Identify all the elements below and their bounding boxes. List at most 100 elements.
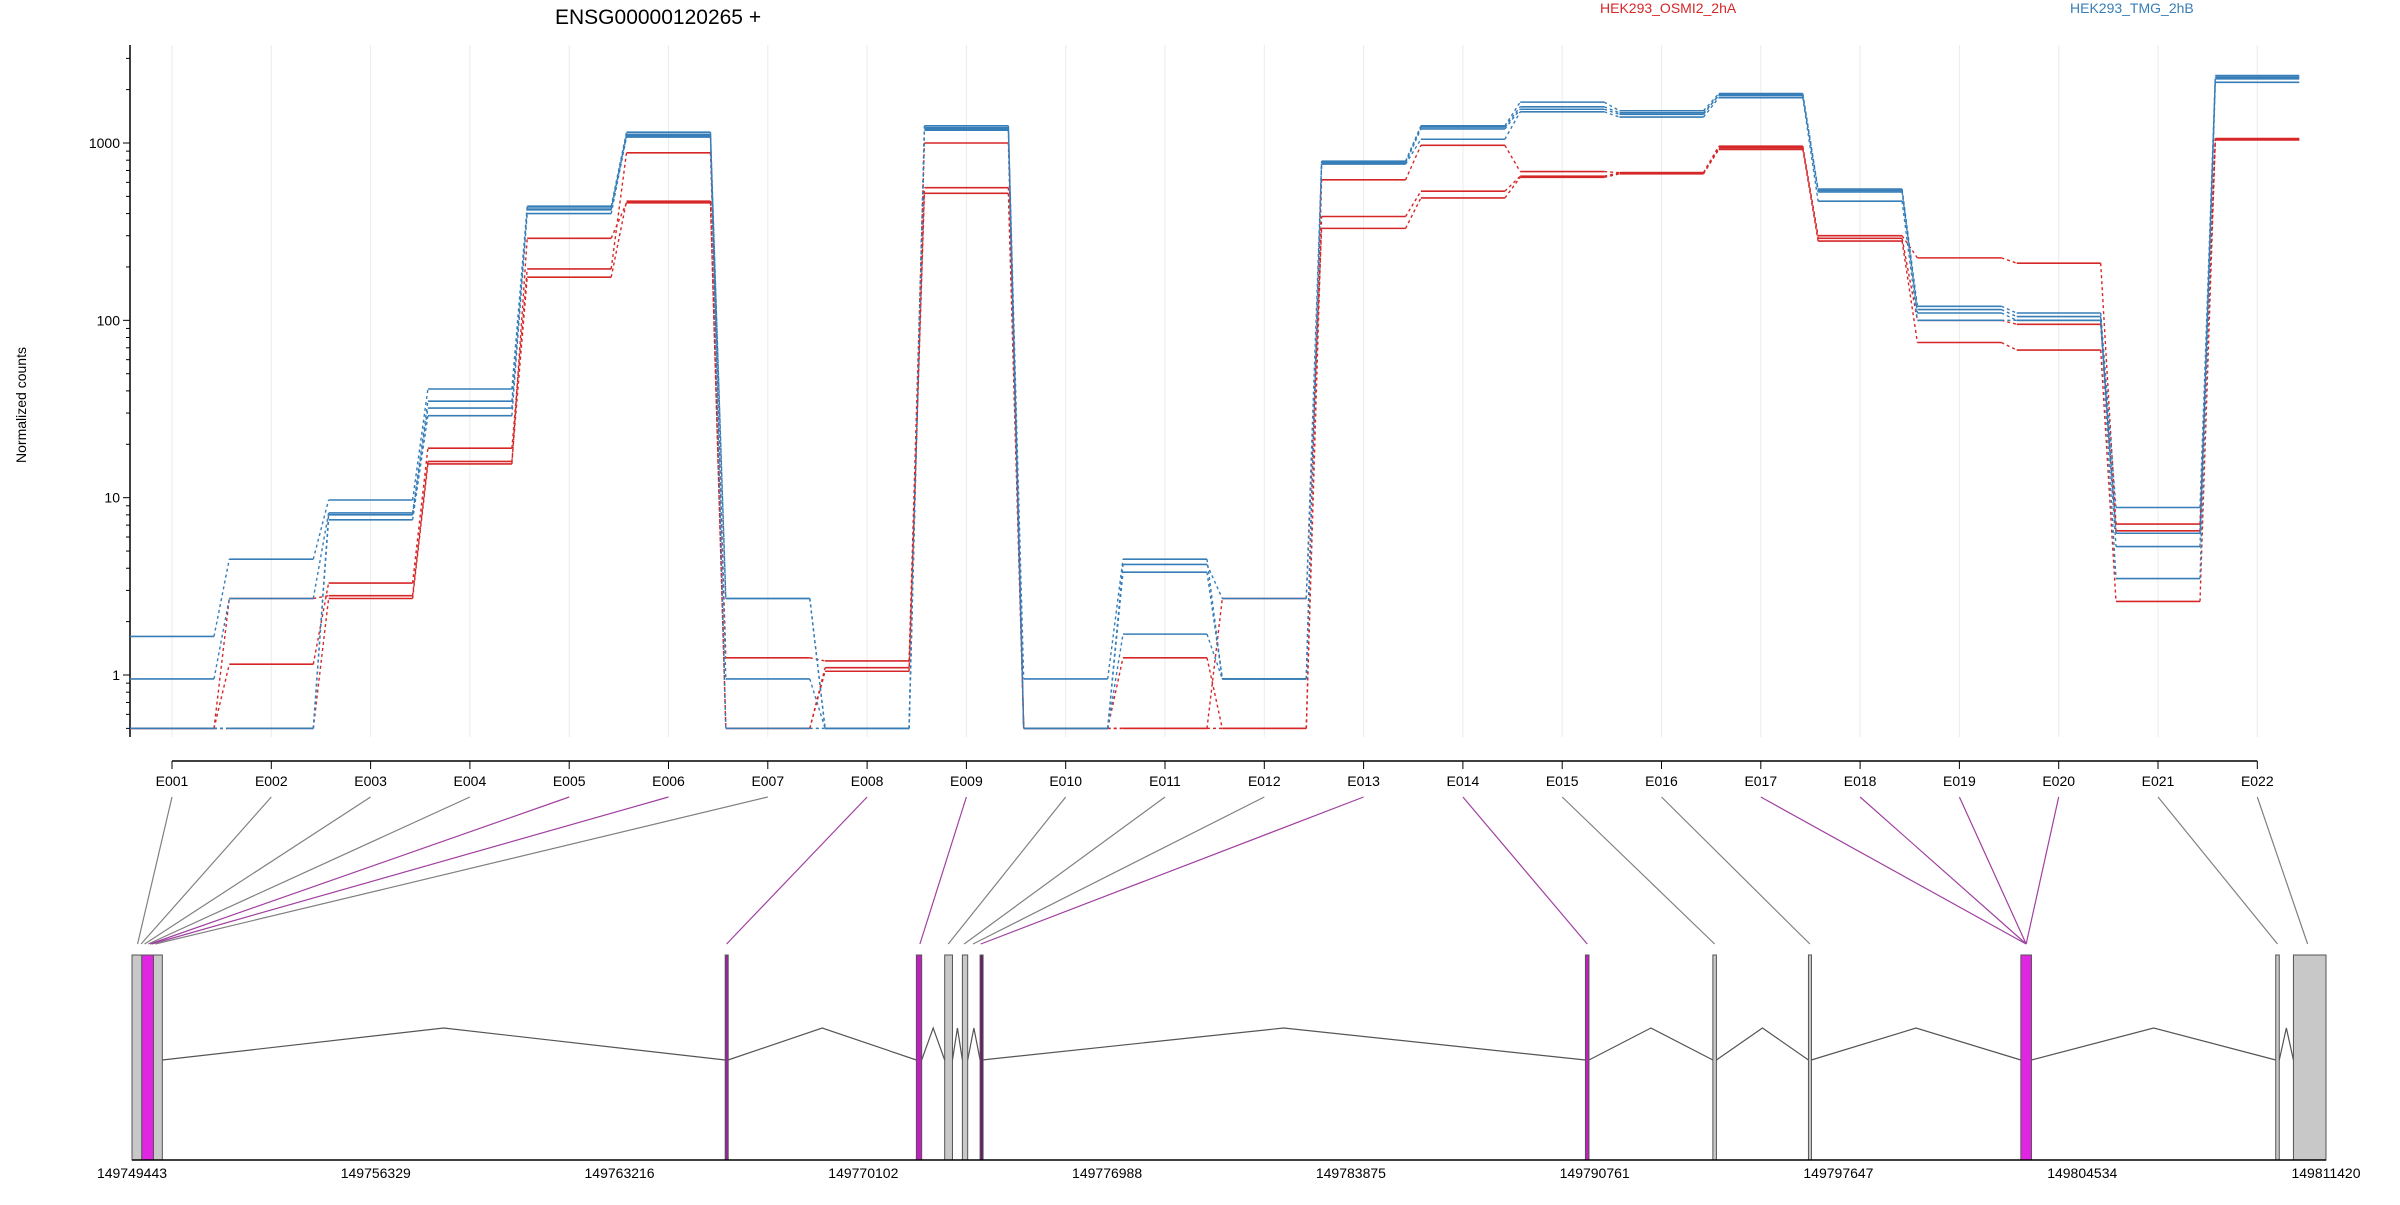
x-tick-label: E013	[1347, 773, 1380, 789]
exon-connector	[2025, 796, 2060, 945]
series-connector	[312, 512, 330, 599]
series-connector	[1206, 598, 1223, 729]
series-connector	[411, 448, 429, 584]
series-connector	[1405, 190, 1422, 217]
series-connector	[1504, 176, 1521, 199]
genomic-tick-label: 149763216	[585, 1165, 655, 1181]
exon-block	[944, 954, 953, 1161]
series-connector	[610, 152, 628, 269]
series-connector	[1901, 190, 1919, 310]
y-tick-label: 10	[104, 490, 120, 506]
exon-block	[1712, 954, 1717, 1161]
x-tick-label: E020	[2042, 773, 2075, 789]
y-tick-label: 1000	[89, 135, 120, 151]
x-tick-label: E016	[1645, 773, 1678, 789]
series-connector	[1107, 559, 1124, 680]
exon-connector	[1561, 796, 1716, 945]
exon-block	[131, 954, 143, 1161]
series-connector	[411, 388, 429, 501]
x-tick-label: E009	[950, 773, 983, 789]
series-connector	[1305, 162, 1323, 599]
series-connector	[2001, 312, 2018, 321]
exon-connector	[726, 796, 868, 945]
x-tick-label: E021	[2142, 773, 2175, 789]
exon-connector	[2157, 796, 2278, 945]
intron-line	[1811, 1027, 2022, 1061]
series-connector	[511, 277, 528, 462]
series-connector	[709, 135, 727, 599]
series-connector	[2199, 139, 2216, 602]
exon-connector	[1958, 796, 2027, 945]
series-connector	[1603, 101, 1620, 112]
exon-block	[724, 954, 729, 1161]
genomic-tick-label: 149756329	[341, 1165, 411, 1181]
genomic-tick-label: 149749443	[97, 1165, 167, 1181]
series-connector	[1604, 170, 1620, 174]
series-connector	[312, 598, 330, 729]
exon-block	[915, 954, 923, 1161]
chart-title: ENSG00000120265 +	[555, 6, 761, 29]
exon-block	[2292, 954, 2327, 1161]
series-connector	[1603, 108, 1620, 116]
series-connector	[1901, 240, 1919, 343]
exon-connector	[919, 796, 967, 945]
exon-block	[961, 954, 969, 1161]
series-connector	[1305, 216, 1323, 729]
series-connector	[1504, 175, 1521, 192]
exon-connector	[963, 796, 1166, 945]
exon-connector	[144, 796, 371, 945]
series-connector	[213, 598, 230, 729]
intron-line	[921, 1026, 946, 1061]
intron-line	[981, 1027, 1586, 1061]
series-connector	[610, 201, 628, 278]
exon-block	[1584, 954, 1590, 1161]
series-connector	[610, 136, 628, 214]
exon-connector	[1661, 796, 1811, 945]
series-connector	[809, 671, 826, 729]
exon-block	[2275, 954, 2280, 1161]
series-connector	[1901, 238, 1919, 321]
exon-connector	[980, 796, 1364, 945]
x-tick-label: E001	[156, 773, 189, 789]
y-tick-label: 100	[97, 312, 121, 328]
series-connector	[908, 193, 926, 672]
series-connector	[1504, 108, 1521, 130]
gene-model	[131, 954, 2327, 1161]
intron-line	[2278, 1027, 2295, 1061]
series-connector	[1504, 111, 1521, 140]
intron-line	[2031, 1027, 2276, 1061]
series-connector	[1404, 145, 1422, 181]
series-connector	[511, 238, 528, 464]
series-line-2	[130, 138, 2300, 730]
series-connector	[709, 201, 727, 729]
x-tick-label: E011	[1149, 773, 1181, 789]
x-tick-label: E004	[454, 773, 487, 789]
exon-connector	[1760, 796, 2027, 945]
intron-line	[727, 1027, 917, 1061]
exon-connector	[947, 796, 1067, 945]
series-connector	[809, 678, 826, 729]
series-connector	[1305, 179, 1323, 729]
series-connector	[709, 202, 727, 729]
grid-lines	[171, 45, 2258, 737]
x-tick-label: E010	[1049, 773, 1082, 789]
series-connector	[1702, 145, 1720, 174]
series-connector	[1702, 147, 1720, 174]
exon-connector	[151, 796, 669, 945]
series-connector	[511, 213, 528, 416]
series-connector	[2100, 312, 2117, 508]
series-connector	[1504, 144, 1521, 172]
series-connector	[312, 499, 330, 560]
series-connector	[1504, 101, 1521, 127]
x-tick-label: E007	[751, 773, 784, 789]
series-line-6	[130, 81, 2300, 730]
series-connector	[1802, 94, 1819, 193]
series-connector	[1107, 634, 1124, 729]
exon-connector	[2256, 796, 2309, 945]
intron-line	[967, 1027, 981, 1061]
intron-line	[1588, 1027, 1714, 1061]
x-tick-label: E018	[1844, 773, 1877, 789]
x-tick-label: E003	[354, 773, 387, 789]
series-connector	[908, 127, 926, 729]
